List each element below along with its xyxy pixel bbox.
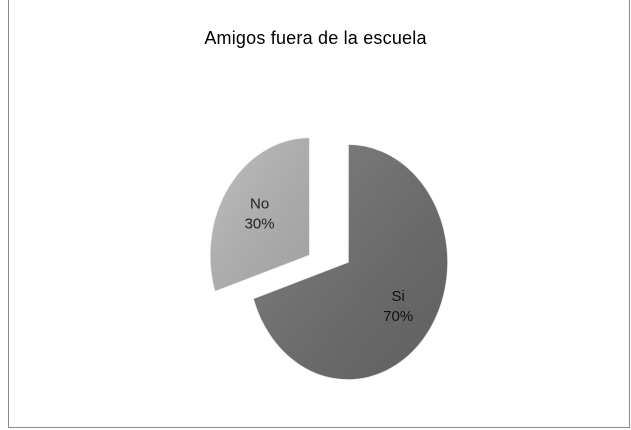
slice-percent-no: 30% [245, 215, 275, 232]
pie-slice-shade-si [252, 144, 448, 380]
pie-slice-shade-no [209, 137, 310, 292]
slice-label-no: No [250, 195, 269, 212]
chart-title: Amigos fuera de la escuela [204, 28, 427, 48]
slice-label-si: Si [391, 288, 404, 305]
slice-percent-si: 70% [383, 308, 413, 325]
